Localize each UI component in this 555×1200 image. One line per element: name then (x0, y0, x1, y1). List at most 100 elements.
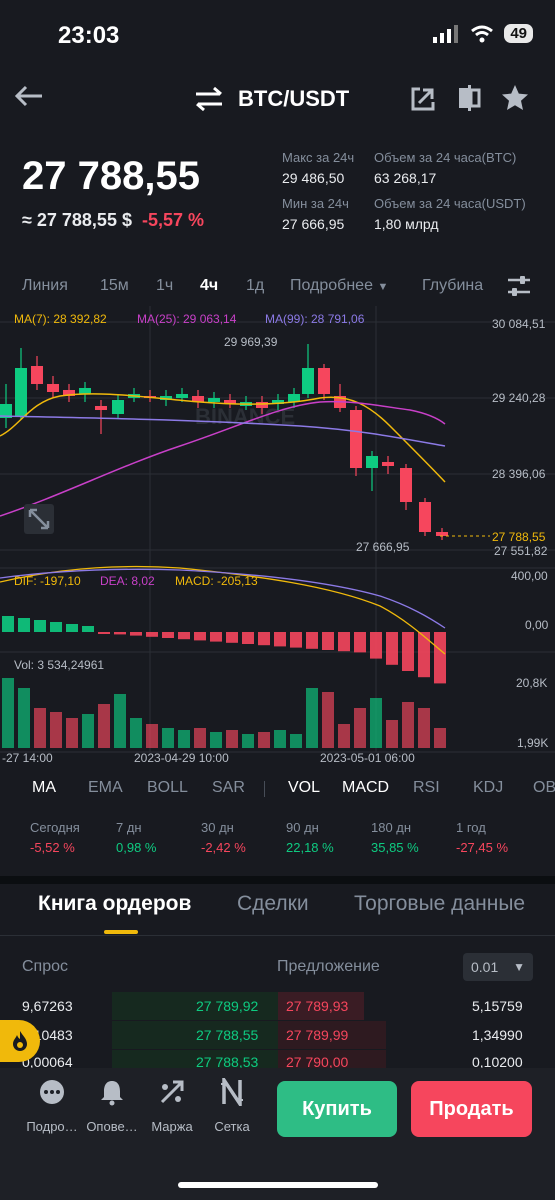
volume-bar (322, 692, 334, 748)
status-time: 23:03 (58, 22, 120, 49)
macd-bar (178, 632, 190, 640)
volume-bar (194, 728, 206, 748)
macd-bar (402, 632, 414, 671)
price-change: -5,57 % (141, 210, 205, 230)
volume-bar (146, 724, 158, 748)
indicator-rsi[interactable]: RSI (413, 779, 440, 796)
indicator-sar[interactable]: SAR (212, 779, 245, 796)
perf-value-7d: 0,98 % (116, 840, 157, 855)
ask-price[interactable]: 27 789,93 (286, 998, 349, 1014)
macd-bar (434, 632, 446, 684)
indicator-kdj[interactable]: KDJ (473, 779, 504, 796)
tab-depth[interactable]: Глубина (422, 277, 484, 294)
indicator-macd[interactable]: MACD (342, 779, 390, 796)
indicator-obv[interactable]: OB (533, 779, 555, 796)
compare-button[interactable] (456, 84, 482, 117)
tab-more[interactable]: Подробнее ▼ (290, 277, 388, 295)
swap-pair-icon[interactable] (194, 86, 224, 117)
indicator-vol[interactable]: VOL (288, 779, 321, 796)
perf-label-1y: 1 год (456, 820, 486, 835)
ask-price[interactable]: 27 790,00 (286, 1054, 349, 1070)
low-value: 27 666,95 (282, 216, 345, 232)
ask-qty[interactable]: 0,10200 (472, 1054, 523, 1070)
volume-y-bottom: 1,99K (517, 736, 549, 750)
candle-body (256, 402, 268, 408)
macd-bar (162, 632, 174, 638)
bid-price[interactable]: 27 788,53 (196, 1054, 259, 1070)
macd-bar (290, 632, 302, 648)
indicator-ma[interactable]: MA (32, 779, 56, 796)
ask-qty[interactable]: 1,34990 (472, 1027, 523, 1043)
macd-bar (226, 632, 238, 643)
candle-body (288, 394, 300, 402)
candle-body (47, 384, 59, 392)
indicator-divider (264, 781, 265, 797)
bid-qty[interactable]: 0,00064 (22, 1054, 73, 1070)
wifi-icon (471, 25, 494, 42)
indicator-boll[interactable]: BOLL (147, 779, 188, 796)
perf-value-90d: 22,18 % (286, 840, 334, 855)
volume-bar (370, 698, 382, 748)
volume-bar (2, 678, 14, 748)
tab-1h[interactable]: 1ч (156, 277, 174, 294)
volume-bar (34, 708, 46, 748)
tab-4h[interactable]: 4ч (200, 277, 219, 294)
tab-trades[interactable]: Сделки (237, 892, 309, 915)
fullscreen-button[interactable] (24, 504, 54, 534)
bid-qty[interactable]: 9,67263 (22, 998, 73, 1014)
tab-15m[interactable]: 15м (100, 277, 129, 294)
nav-alerts[interactable]: Опове… (82, 1078, 142, 1134)
candle-body (192, 396, 204, 402)
macd-bar (66, 624, 78, 632)
tab-line[interactable]: Линия (22, 277, 68, 294)
perf-value-30d: -2,42 % (201, 840, 246, 855)
macd-dif-legend: DIF: -197,10 (14, 574, 81, 588)
ask-price[interactable]: 27 789,99 (286, 1027, 349, 1043)
sell-button[interactable]: Продать (411, 1081, 532, 1137)
candlestick-chart[interactable]: BINANCE (0, 306, 555, 762)
volume-bar (434, 728, 446, 748)
tab-trading-data[interactable]: Торговые данные (354, 892, 526, 915)
nav-grid[interactable]: Сетка (202, 1074, 262, 1134)
macd-bar (50, 622, 62, 632)
bid-price[interactable]: 27 789,92 (196, 998, 259, 1014)
tab-1d[interactable]: 1д (246, 277, 265, 294)
macd-bar (2, 616, 14, 632)
macd-dea-line (0, 568, 446, 629)
max-price-marker: 29 969,39 (224, 335, 278, 349)
volume-bar (130, 718, 142, 748)
indicator-ema[interactable]: EMA (88, 779, 123, 796)
favorite-button[interactable] (501, 84, 529, 117)
buy-button[interactable]: Купить (277, 1081, 397, 1137)
active-tab-indicator (104, 930, 138, 934)
status-icons: 49 (432, 24, 533, 43)
macd-bar (130, 632, 142, 636)
volume-legend: Vol: 3 534,24961 (14, 658, 105, 672)
candle-body (0, 404, 12, 418)
volume-bar (18, 688, 30, 748)
chart-settings-button[interactable] (506, 274, 532, 303)
volume-bar (354, 708, 366, 748)
back-button[interactable] (14, 84, 44, 113)
ma99-line (0, 415, 446, 447)
perf-label-7d: 7 дн (116, 820, 142, 835)
nav-margin[interactable]: Маржа (142, 1078, 202, 1134)
ask-qty[interactable]: 5,15759 (472, 998, 523, 1014)
arrow-left-icon (14, 85, 42, 107)
pair-title[interactable]: BTC/USDT (238, 86, 350, 111)
candle-body (79, 388, 91, 394)
share-button[interactable] (410, 86, 436, 117)
bell-icon (101, 1081, 123, 1106)
candle-body (63, 390, 75, 396)
volume-bar (226, 730, 238, 748)
tab-order-book[interactable]: Книга ордеров (38, 892, 192, 915)
home-indicator (178, 1182, 378, 1188)
floating-action-button[interactable] (0, 1020, 40, 1062)
volume-bar (162, 728, 174, 748)
precision-select[interactable]: 0.01 ▼ (463, 953, 533, 981)
volume-bar (114, 694, 126, 748)
nav-more[interactable]: Подро… (22, 1078, 82, 1134)
bid-price[interactable]: 27 788,55 (196, 1027, 259, 1043)
star-icon (502, 85, 528, 110)
macd-bar (418, 632, 430, 678)
